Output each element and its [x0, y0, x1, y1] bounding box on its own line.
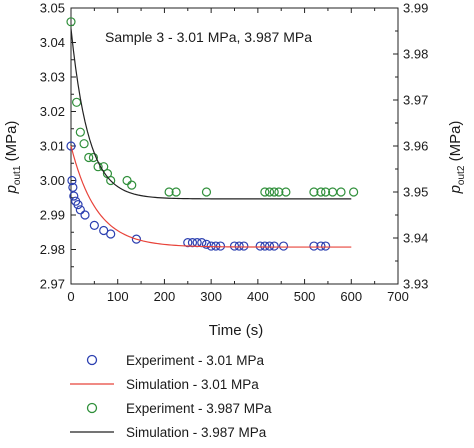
data-point — [264, 241, 275, 251]
data-point — [201, 187, 212, 197]
series-line-3 — [70, 28, 352, 200]
data-point — [106, 229, 116, 239]
data-point — [211, 241, 221, 251]
data-point — [274, 187, 284, 197]
data-point — [316, 241, 326, 251]
legend-label: Experiment - 3.01 MPa — [126, 353, 265, 368]
x-tick-label: 300 — [200, 289, 222, 304]
data-point — [264, 187, 275, 197]
data-point — [66, 141, 76, 151]
y-left-tick-label: 2.99 — [40, 208, 65, 223]
y-left-tick-label: 3.02 — [40, 104, 65, 119]
data-point — [320, 241, 331, 251]
data-point — [99, 162, 109, 172]
data-point — [197, 238, 207, 248]
data-point — [75, 127, 85, 137]
data-point — [278, 241, 289, 251]
y-right-tick-label: 3.95 — [403, 185, 428, 200]
y-left-tick-label: 2.97 — [40, 277, 65, 292]
data-point — [260, 187, 270, 197]
data-point — [80, 210, 90, 220]
data-point — [69, 191, 79, 201]
x-tick-label: 100 — [107, 289, 129, 304]
data-point — [320, 187, 331, 197]
data-point — [84, 152, 94, 163]
series-line-1 — [70, 145, 352, 248]
data-point — [131, 234, 141, 244]
y-left-tick-label: 2.98 — [40, 242, 65, 257]
x-tick-label: 0 — [67, 289, 74, 304]
data-point — [255, 241, 265, 251]
y-axis-label-left-subscript: out1 — [12, 165, 23, 185]
y-right-tick-label: 3.97 — [403, 93, 428, 108]
x-tick-label: 700 — [387, 289, 409, 304]
data-point — [187, 238, 198, 248]
data-series — [66, 17, 359, 251]
y-axis-label-right-unit: (MPa) — [447, 121, 464, 166]
x-axis-label: Time (s) — [209, 322, 263, 339]
legend-label: Simulation - 3.01 MPa — [126, 377, 259, 392]
data-point — [269, 241, 279, 251]
data-point — [349, 187, 359, 197]
y-left-tick-label: 3.03 — [40, 70, 65, 85]
data-point — [201, 239, 212, 249]
y-right-tick-label: 3.98 — [403, 47, 428, 62]
data-point — [72, 97, 82, 107]
data-point — [309, 241, 319, 251]
data-point — [229, 241, 240, 251]
legend-label: Simulation - 3.987 MPa — [126, 425, 267, 440]
data-point — [234, 241, 244, 251]
legend: Experiment - 3.01 MPa Simulation - 3.01 M… — [70, 353, 272, 440]
data-point — [316, 187, 326, 197]
y-right-tick-label: 3.96 — [403, 139, 428, 154]
data-point — [281, 187, 291, 197]
y-axis-label-right-symbol: p — [447, 185, 464, 194]
data-point — [88, 152, 99, 163]
y-axis-label-right-subscript: out2 — [456, 165, 467, 185]
y-right-tick-label: 3.93 — [403, 277, 428, 292]
data-point — [260, 241, 270, 251]
data-point — [89, 220, 99, 230]
y-left-tick-label: 3.00 — [40, 173, 65, 188]
y-right-tick-label: 3.99 — [403, 1, 428, 16]
y-axis-label-right: pout2 (MPa) — [447, 121, 467, 195]
data-point — [73, 200, 83, 210]
legend-label: Experiment - 3.987 MPa — [126, 401, 272, 416]
chart-annotation: Sample 3 - 3.01 MPa, 3.987 MPa — [105, 29, 312, 45]
data-point — [122, 175, 132, 186]
axis-ticks — [70, 7, 399, 285]
data-point — [79, 139, 89, 149]
legend-marker-swatch — [86, 402, 98, 414]
x-tick-label: 400 — [247, 289, 269, 304]
data-point — [75, 205, 85, 215]
y-right-tick-label: 3.94 — [403, 231, 428, 246]
data-point — [66, 17, 76, 27]
data-point — [171, 187, 181, 197]
x-tick-label: 200 — [154, 289, 176, 304]
data-point — [67, 175, 77, 186]
data-point — [192, 238, 202, 248]
y-left-tick-label: 3.05 — [40, 1, 65, 16]
data-point — [68, 182, 78, 192]
data-point — [269, 187, 279, 197]
x-tick-label: 500 — [294, 289, 316, 304]
tick-labels: 0 100 200 300 400 500 600 700 2.97 2.98 2.99 3.00 3.… — [40, 1, 429, 305]
data-point — [336, 187, 346, 197]
data-point — [215, 241, 226, 251]
y-axis-label-left: pout1 (MPa) — [3, 121, 23, 195]
data-point — [164, 187, 174, 197]
data-point — [127, 180, 137, 190]
y-left-tick-label: 3.04 — [40, 35, 65, 50]
data-point — [309, 187, 319, 197]
y-left-tick-label: 3.01 — [40, 139, 65, 154]
y-axis-label-left-unit: (MPa) — [3, 121, 20, 166]
legend-marker-swatch — [86, 354, 98, 366]
y-axis-label-left-symbol: p — [3, 185, 20, 194]
data-point — [106, 175, 116, 186]
data-point — [239, 241, 249, 251]
x-tick-label: 600 — [340, 289, 362, 304]
